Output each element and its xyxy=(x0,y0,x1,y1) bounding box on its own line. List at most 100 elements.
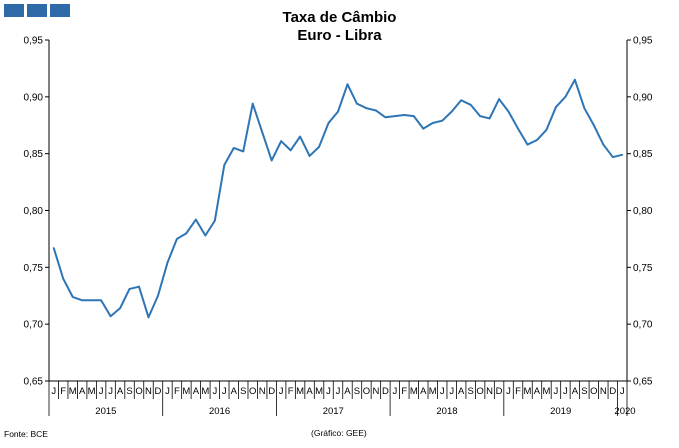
data-point xyxy=(71,295,74,298)
data-point xyxy=(62,277,65,280)
x-month-label: M xyxy=(524,386,532,397)
data-point xyxy=(469,103,472,106)
logo-block xyxy=(4,4,24,17)
data-point xyxy=(109,315,112,318)
logo xyxy=(4,4,70,17)
data-point xyxy=(270,159,273,162)
x-month-label: J xyxy=(326,386,331,397)
data-point xyxy=(517,127,519,130)
y-tick-label: 0,75 xyxy=(24,263,44,274)
x-month-label: M xyxy=(410,386,418,397)
x-month-label: J xyxy=(108,386,113,397)
x-month-label: J xyxy=(392,386,397,397)
source-note: Fonte: BCE xyxy=(4,429,48,439)
data-point xyxy=(346,83,349,86)
data-point xyxy=(564,95,567,98)
data-point xyxy=(507,110,510,113)
data-point xyxy=(289,149,292,152)
x-month-label: A xyxy=(420,386,427,397)
data-point xyxy=(422,127,425,130)
data-point xyxy=(90,299,93,302)
x-month-label: F xyxy=(60,386,66,397)
series-group xyxy=(52,78,624,319)
x-month-label: S xyxy=(126,386,132,397)
x-year-label: 2018 xyxy=(436,406,457,417)
data-point xyxy=(119,307,121,310)
data-point xyxy=(261,131,264,133)
logo-block xyxy=(27,4,47,17)
x-month-label: J xyxy=(165,386,170,397)
data-point xyxy=(185,232,188,235)
x-month-label: M xyxy=(182,386,190,397)
y-tick-label: 0,65 xyxy=(633,377,653,388)
y-tick-label: 0,90 xyxy=(24,92,44,103)
y-tick-label: 0,80 xyxy=(24,206,44,217)
x-month-label: A xyxy=(344,386,351,397)
x-month-label: F xyxy=(401,386,407,397)
data-point xyxy=(460,99,463,102)
x-year-label: 2015 xyxy=(95,406,116,417)
data-point xyxy=(583,107,586,110)
data-point xyxy=(52,247,55,249)
y-tick-label: 0,65 xyxy=(24,377,44,388)
x-month-label: D xyxy=(268,386,275,397)
y-tick-label: 0,75 xyxy=(633,263,653,274)
x-month-label: N xyxy=(145,386,152,397)
x-year-label: 2017 xyxy=(323,406,344,417)
data-point xyxy=(251,102,254,105)
chart-title: Taxa de Câmbio Euro - Libra xyxy=(0,9,679,45)
data-point xyxy=(327,122,330,124)
x-month-label: J xyxy=(440,386,445,397)
data-point xyxy=(450,110,453,113)
x-month-label: A xyxy=(306,386,313,397)
data-point xyxy=(213,219,216,222)
x-month-label: N xyxy=(486,386,493,397)
x-month-label: O xyxy=(249,386,256,397)
y-tick-label: 0,90 xyxy=(633,92,653,103)
data-point xyxy=(488,117,491,120)
data-point xyxy=(242,150,245,153)
data-point xyxy=(555,106,557,108)
x-month-label: S xyxy=(240,386,246,397)
x-month-label: N xyxy=(372,386,379,397)
x-month-label: A xyxy=(231,386,238,397)
x-month-label: D xyxy=(609,386,616,397)
data-point xyxy=(602,143,605,146)
x-month-label: J xyxy=(51,386,56,397)
x-month-label: J xyxy=(563,386,568,397)
chart-credit: (Gráfico: GEE) xyxy=(311,428,367,438)
axes xyxy=(48,40,628,382)
y-tick-label: 0,95 xyxy=(24,36,44,47)
data-point xyxy=(194,218,197,221)
x-month-label: M xyxy=(542,386,550,397)
y-tick-label: 0,70 xyxy=(633,320,653,331)
x-month-label: J xyxy=(222,386,227,397)
data-point xyxy=(479,115,482,118)
data-point xyxy=(100,299,103,302)
data-point xyxy=(498,98,500,101)
data-point xyxy=(280,140,283,143)
x-month-label: M xyxy=(69,386,77,397)
data-point xyxy=(431,122,434,124)
x-month-label: J xyxy=(620,386,625,397)
data-point xyxy=(545,128,548,131)
x-year-label: 2016 xyxy=(209,406,230,417)
y-tick-label: 0,80 xyxy=(633,206,653,217)
x-month-label: O xyxy=(590,386,597,397)
x-month-label: O xyxy=(135,386,142,397)
x-month-label: S xyxy=(354,386,360,397)
data-point xyxy=(223,164,226,166)
x-month-label: J xyxy=(554,386,559,397)
x-month-label: M xyxy=(201,386,209,397)
data-point xyxy=(176,238,178,240)
x-month-label: F xyxy=(174,386,180,397)
x-month-label: N xyxy=(600,386,607,397)
x-month-label: F xyxy=(288,386,294,397)
data-point xyxy=(441,119,444,122)
x-month-label: S xyxy=(581,386,587,397)
data-point xyxy=(299,135,301,138)
x-month-label: A xyxy=(534,386,541,397)
y-tick-label: 0,95 xyxy=(633,36,653,47)
data-point xyxy=(384,116,387,119)
